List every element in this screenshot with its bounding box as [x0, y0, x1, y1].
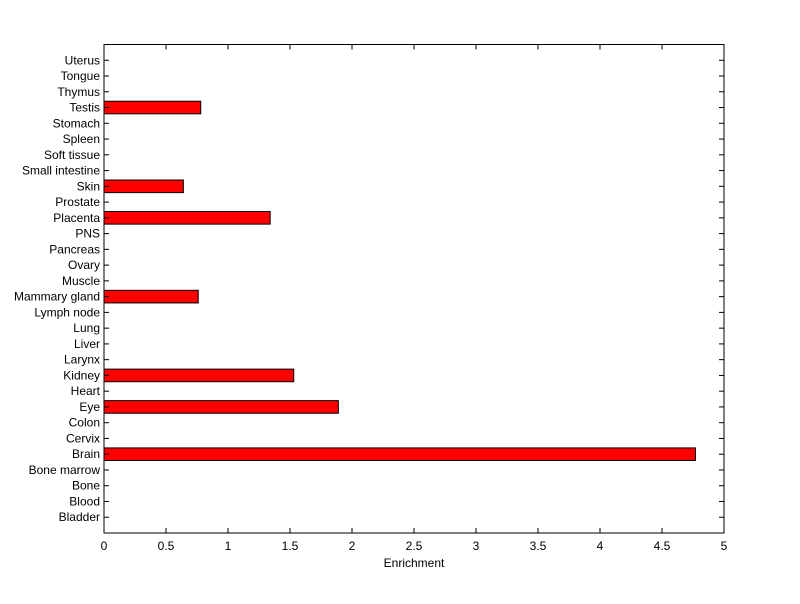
- x-tick-label: 0.5: [158, 539, 175, 553]
- y-tick-label: Soft tissue: [44, 148, 100, 162]
- y-tick-label: Eye: [79, 400, 100, 414]
- y-tick-label: Muscle: [62, 274, 100, 288]
- y-tick-label: Bone: [72, 479, 100, 493]
- y-tick-label: Uterus: [65, 53, 100, 67]
- x-tick-label: 3.5: [530, 539, 547, 553]
- bar-mammary-gland: [103, 289, 199, 304]
- y-tick-label: Placenta: [53, 211, 100, 225]
- bar-brain: [103, 447, 696, 462]
- y-tick-label: Lymph node: [34, 305, 100, 319]
- x-tick-label: 3: [473, 539, 480, 553]
- y-tick-label: Larynx: [64, 353, 100, 367]
- y-tick-label: Brain: [72, 447, 100, 461]
- y-tick-label: Testis: [69, 101, 100, 115]
- bar-eye: [103, 400, 339, 414]
- y-tick-label: Blood: [69, 494, 100, 508]
- y-tick-label: Liver: [74, 337, 100, 351]
- y-tick-label: Heart: [71, 384, 101, 398]
- bar-kidney: [103, 368, 295, 383]
- y-tick-label: Skin: [77, 179, 100, 193]
- x-tick-label: 2: [349, 539, 356, 553]
- y-tick-label: Pancreas: [49, 242, 100, 256]
- y-tick-label: Colon: [69, 416, 100, 430]
- y-tick-label: Prostate: [55, 195, 100, 209]
- x-tick-label: 1: [225, 539, 232, 553]
- x-tick-label: 0: [101, 539, 108, 553]
- x-tick-label: 5: [721, 539, 728, 553]
- x-tick-label: 4: [597, 539, 604, 553]
- y-tick-label: Ovary: [68, 258, 100, 272]
- y-tick-label: Bone marrow: [29, 463, 101, 477]
- x-tick-label: 4.5: [654, 539, 671, 553]
- y-tick-label: Small intestine: [22, 164, 100, 178]
- bar-skin: [103, 179, 184, 194]
- y-tick-label: Kidney: [63, 368, 100, 382]
- y-tick-label: Stomach: [53, 116, 100, 130]
- y-tick-label: Bladder: [59, 510, 100, 524]
- y-tick-label: Spleen: [63, 132, 100, 146]
- x-tick-label: 2.5: [406, 539, 423, 553]
- y-tick-label: Tongue: [61, 69, 101, 83]
- y-tick-label: Mammary gland: [14, 290, 100, 304]
- y-tick-label: Lung: [73, 321, 100, 335]
- y-tick-label: Cervix: [66, 431, 100, 445]
- y-tick-label: Thymus: [57, 85, 100, 99]
- bar-testis: [103, 100, 202, 115]
- bar-placenta: [103, 211, 271, 225]
- x-tick-label: 1.5: [282, 539, 299, 553]
- x-axis-label: Enrichment: [384, 556, 445, 570]
- y-tick-label: PNS: [75, 227, 100, 241]
